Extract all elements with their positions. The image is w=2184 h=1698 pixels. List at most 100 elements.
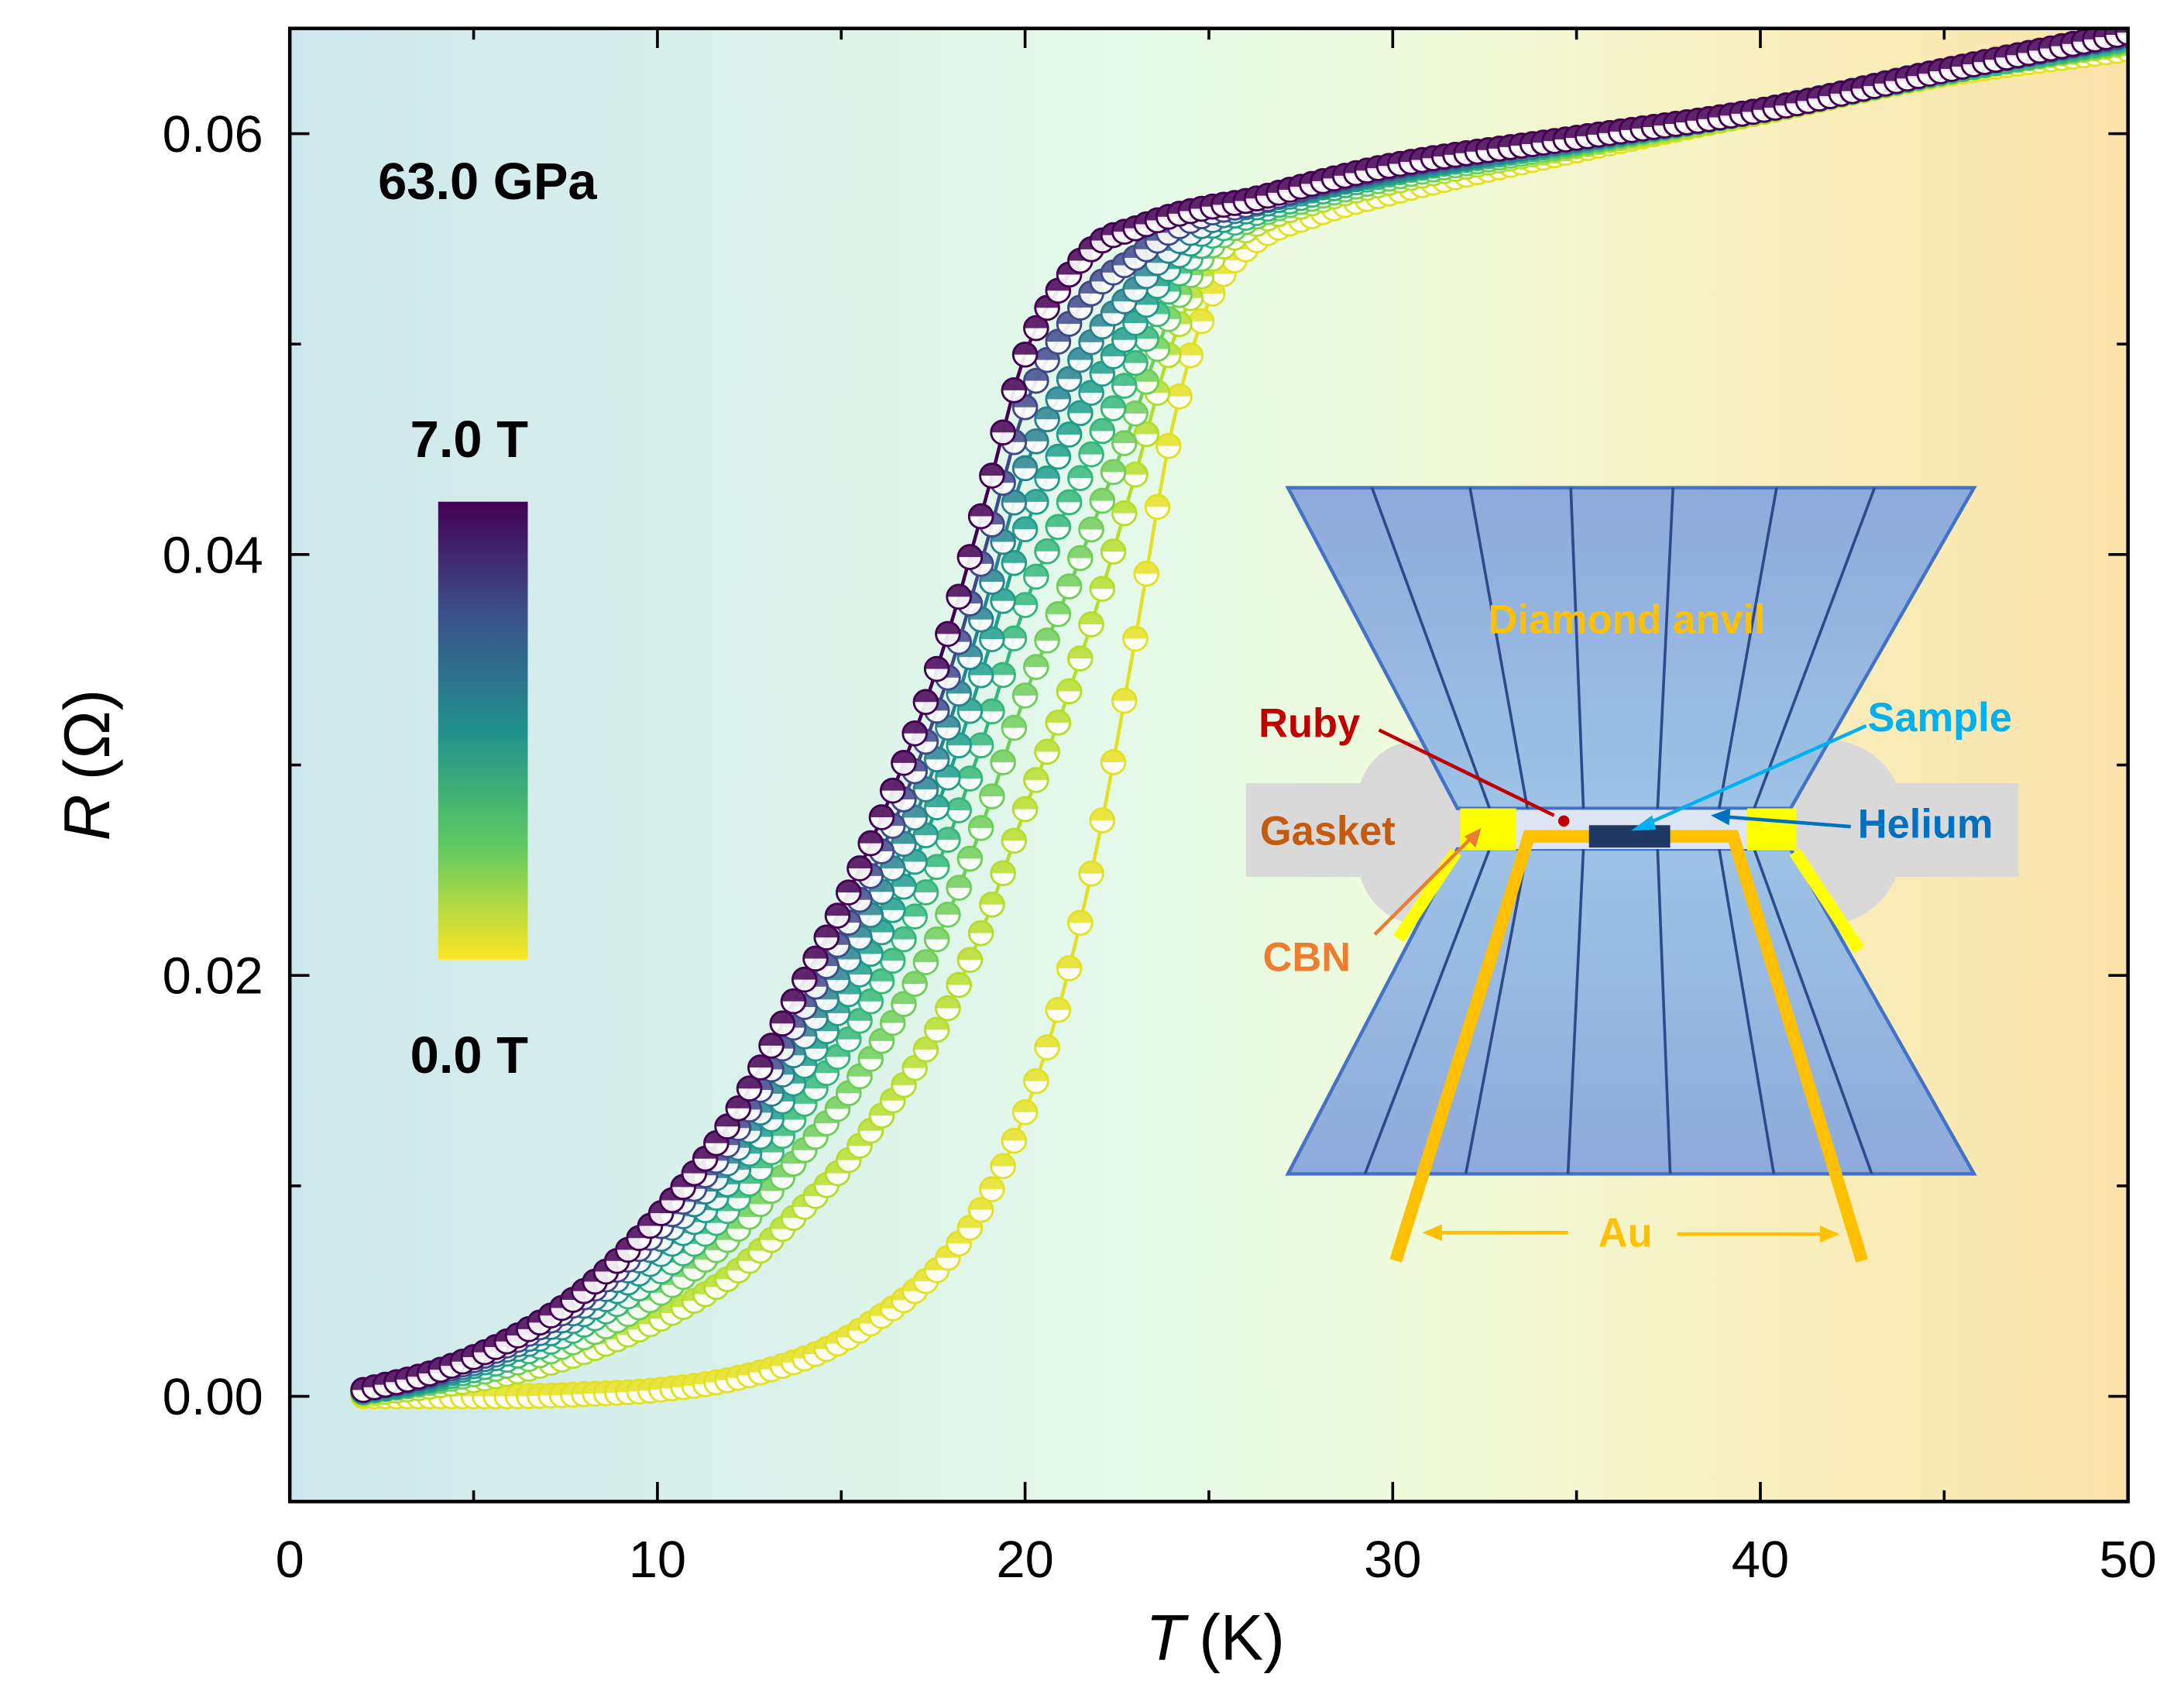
- data-point: [912, 949, 939, 975]
- data-point: [1122, 461, 1149, 488]
- marker-outline: [1011, 341, 1039, 368]
- marker-top-half: [1190, 309, 1214, 321]
- marker-outline: [990, 749, 1016, 775]
- marker-top-half: [1090, 808, 1114, 821]
- marker-outline: [1001, 1127, 1028, 1154]
- marker-top-half: [1024, 490, 1049, 502]
- marker-top-half: [1035, 628, 1059, 641]
- marker-outline: [747, 1054, 774, 1081]
- data-point: [1001, 549, 1028, 576]
- marker-top-half: [969, 816, 993, 828]
- marker-outline: [1100, 749, 1127, 775]
- data-point: [1100, 395, 1127, 421]
- marker-outline: [956, 544, 984, 570]
- series-layer: [350, 28, 2128, 1410]
- marker-top-half: [1001, 828, 1026, 841]
- marker-outline: [1078, 860, 1104, 887]
- marker-top-half: [1001, 551, 1026, 563]
- marker-top-half: [826, 903, 850, 916]
- marker-outline: [1100, 459, 1127, 486]
- marker-top-half: [1035, 740, 1059, 752]
- marker-top-half: [737, 1076, 761, 1089]
- marker-outline: [1066, 909, 1094, 937]
- marker-top-half: [1112, 373, 1137, 387]
- marker-outline: [1011, 455, 1039, 482]
- marker-top-half: [958, 766, 982, 779]
- marker-top-half: [1046, 998, 1070, 1010]
- marker-top-half: [1101, 460, 1125, 473]
- marker-outline: [923, 655, 950, 682]
- data-point: [923, 926, 950, 953]
- data-point: [1056, 955, 1083, 981]
- data-point: [1023, 489, 1049, 515]
- marker-top-half: [958, 545, 982, 558]
- marker-outline: [1034, 738, 1060, 765]
- data-point: [879, 947, 906, 974]
- data-point: [891, 750, 917, 776]
- data-point: [967, 732, 994, 759]
- marker-top-half: [1101, 539, 1125, 552]
- marker-outline: [923, 926, 950, 953]
- marker-outline: [891, 750, 917, 776]
- data-point: [1023, 1067, 1049, 1095]
- marker-outline: [1023, 767, 1049, 793]
- marker-top-half: [980, 463, 1004, 476]
- marker-top-half: [946, 875, 971, 889]
- marker-outline: [990, 860, 1016, 887]
- marker-outline: [1001, 827, 1028, 854]
- marker-outline: [758, 1033, 785, 1059]
- marker-top-half: [1013, 342, 1037, 355]
- data-point: [736, 1075, 763, 1102]
- data-point: [824, 902, 851, 929]
- marker-outline: [1023, 315, 1049, 342]
- data-point: [935, 995, 961, 1022]
- marker-top-half: [847, 856, 872, 868]
- data-point: [1089, 807, 1116, 834]
- data-point: [1056, 489, 1083, 516]
- marker-top-half: [870, 805, 894, 818]
- data-point: [857, 830, 884, 857]
- marker-outline: [935, 901, 961, 928]
- marker-outline: [1001, 377, 1028, 404]
- data-point: [1188, 308, 1215, 335]
- data-point: [747, 1054, 774, 1081]
- data-point: [901, 1054, 928, 1081]
- data-point: [956, 845, 984, 872]
- marker-outline: [780, 988, 807, 1015]
- marker-outline: [1089, 576, 1116, 602]
- data-point: [1023, 428, 1049, 455]
- data-point: [1089, 418, 1116, 445]
- marker-outline: [1045, 443, 1072, 470]
- data-point: [990, 749, 1016, 775]
- marker-top-half: [1134, 562, 1159, 574]
- marker-top-half: [1001, 1129, 1026, 1141]
- data-point: [835, 879, 862, 906]
- data-point: [791, 966, 818, 993]
- marker-outline: [901, 720, 928, 747]
- data-point: [1056, 421, 1083, 448]
- data-point: [1100, 459, 1127, 486]
- marker-top-half: [991, 663, 1015, 675]
- data-point: [990, 662, 1016, 689]
- marker-outline: [946, 875, 972, 901]
- marker-outline: [1045, 601, 1072, 627]
- marker-outline: [1056, 955, 1083, 981]
- marker-outline: [1066, 400, 1094, 427]
- marker-outline: [990, 1153, 1016, 1180]
- marker-top-half: [1079, 442, 1104, 455]
- marker-outline: [901, 971, 928, 997]
- marker-top-half: [1145, 494, 1169, 507]
- data-point: [979, 1176, 1005, 1203]
- marker-outline: [1023, 563, 1049, 590]
- data-point: [923, 794, 950, 820]
- marker-top-half: [1013, 593, 1037, 606]
- marker-outline: [1034, 627, 1060, 654]
- data-point: [912, 776, 939, 803]
- marker-outline: [1056, 678, 1083, 705]
- marker-outline: [946, 971, 972, 999]
- marker-top-half: [991, 420, 1015, 433]
- data-point: [1011, 592, 1039, 618]
- marker-top-half: [1112, 431, 1137, 444]
- marker-outline: [935, 620, 961, 648]
- data-point: [912, 689, 939, 716]
